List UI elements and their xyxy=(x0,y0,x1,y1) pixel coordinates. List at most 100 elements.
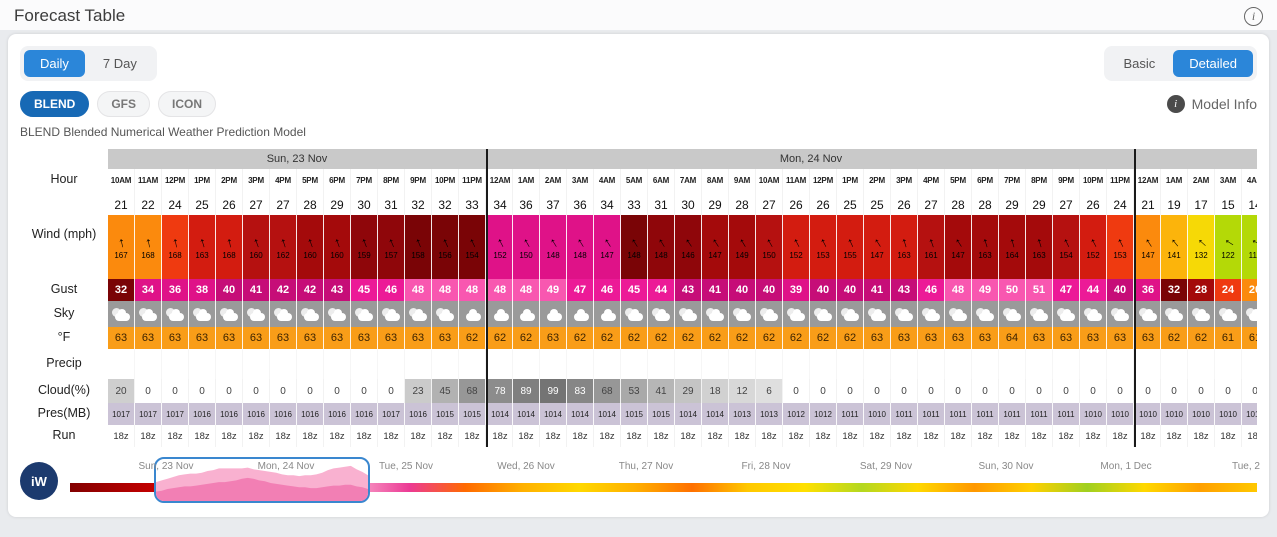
partly-cloudy-icon xyxy=(760,307,778,321)
wind-cell: ↑ 148 xyxy=(540,215,567,279)
model-description: BLEND Blended Numerical Weather Predicti… xyxy=(20,125,306,139)
temp-cell: 62 xyxy=(837,327,864,349)
timeline-day-label[interactable]: Mon, 24 Nov xyxy=(257,461,315,472)
hour-cell: 7AM xyxy=(675,169,702,191)
wind-speed-value: 28 xyxy=(972,191,999,215)
wind-cell: ↑ 147 xyxy=(594,215,621,279)
wind-direction-arrow: ↑ xyxy=(1192,233,1210,250)
gust-cell: 38 xyxy=(189,279,216,301)
timeline-day-label[interactable]: Fri, 28 Nov xyxy=(741,461,791,472)
wind-direction-value: 147 xyxy=(951,250,965,260)
partly-cloudy-icon xyxy=(1139,307,1157,321)
hour-cell: 5PM xyxy=(945,169,972,191)
cloud-cell: 68 xyxy=(594,379,621,403)
sky-cell xyxy=(108,301,135,327)
sky-cell xyxy=(162,301,189,327)
sky-cell xyxy=(189,301,216,327)
pressure-cell: 1012 xyxy=(783,403,810,425)
temp-cell: 63 xyxy=(1053,327,1080,349)
precip-cell xyxy=(324,349,351,379)
run-cell: 18z xyxy=(540,425,567,447)
timeline-day-label[interactable]: Thu, 27 Nov xyxy=(618,461,674,472)
run-cell: 18z xyxy=(837,425,864,447)
timeline-day-label[interactable]: Sun, 23 Nov xyxy=(138,461,194,472)
wind-direction-arrow: ↑ xyxy=(680,232,696,251)
timeline-day-label[interactable]: Wed, 26 Nov xyxy=(497,461,555,472)
pressure-cell: 1010 xyxy=(864,403,891,425)
pressure-cell: 1011 xyxy=(1053,403,1080,425)
timeline-day-label[interactable]: Sun, 30 Nov xyxy=(978,461,1034,472)
gust-cell: 40 xyxy=(810,279,837,301)
cloud-cell: 0 xyxy=(1080,379,1107,403)
partly-cloudy-icon xyxy=(355,307,373,321)
cloud-row: 20 0 0 0 0 0 0 0 0 0 0 23 45 68 78 89 99 83 68 53 41 29 18 12 6 0… xyxy=(108,379,1257,403)
temp-cell: 62 xyxy=(702,327,729,349)
tab-7day[interactable]: 7 Day xyxy=(87,50,153,77)
pressure-cell: 1015 xyxy=(432,403,459,425)
temp-cell: 63 xyxy=(135,327,162,349)
precip-cell xyxy=(1107,349,1134,379)
wind-direction-arrow: ↑ xyxy=(303,232,317,251)
precip-row xyxy=(108,349,1257,379)
controls-row: Daily 7 Day Basic Detailed xyxy=(20,46,1257,81)
partly-cloudy-icon xyxy=(112,307,130,321)
temp-cell: 63 xyxy=(162,327,189,349)
wind-direction-arrow: ↑ xyxy=(626,232,642,251)
timeline-strip[interactable] xyxy=(70,483,1257,492)
pressure-cell: 1010 xyxy=(1188,403,1215,425)
cloud-cell: 20 xyxy=(108,379,135,403)
wind-speed-value: 31 xyxy=(648,191,675,215)
model-tab-icon[interactable]: ICON xyxy=(158,91,217,117)
partly-cloudy-icon xyxy=(409,307,427,321)
model-info-label: Model Info xyxy=(1191,96,1257,112)
precip-cell xyxy=(378,349,405,379)
wind-direction-arrow: ↑ xyxy=(898,232,910,251)
wind-cell: ↑ 164 xyxy=(999,215,1026,279)
timeline-day-label[interactable]: Mon, 1 Dec xyxy=(1100,461,1152,472)
hour-cell: 6AM xyxy=(648,169,675,191)
sky-cell xyxy=(837,301,864,327)
hour-cell: 11AM xyxy=(135,169,162,191)
cloudy-icon xyxy=(571,308,589,321)
timeline-selection[interactable] xyxy=(154,457,370,503)
hour-cell: 8AM xyxy=(702,169,729,191)
wind-speed-value: 37 xyxy=(540,191,567,215)
temp-cell: 62 xyxy=(1188,327,1215,349)
pressure-cell: 1014 xyxy=(702,403,729,425)
temp-cell: 62 xyxy=(486,327,513,349)
timeline-area[interactable]: Sun, 23 Nov Mon, 24 Nov Tue, 25 Nov Wed, 26… xyxy=(70,457,1260,505)
wind-direction-value: 152 xyxy=(493,250,507,260)
timeline-day-label[interactable]: Sat, 29 Nov xyxy=(859,461,913,472)
gust-cell: 43 xyxy=(675,279,702,301)
run-cell: 18z xyxy=(891,425,918,447)
sky-cell xyxy=(1026,301,1053,327)
timeline-day-label[interactable]: Tue, 25 Nov xyxy=(378,461,434,472)
timeline-day-label[interactable]: Tue, 2 xyxy=(1232,461,1260,472)
model-info-button[interactable]: i Model Info xyxy=(1166,95,1257,113)
wind-direction-arrow: ↑ xyxy=(196,232,208,251)
row-label xyxy=(20,149,108,169)
wind-direction-arrow: ↑ xyxy=(545,232,561,251)
tab-detailed[interactable]: Detailed xyxy=(1173,50,1253,77)
wind-speed-value: 29 xyxy=(999,191,1026,215)
gust-cell: 44 xyxy=(648,279,675,301)
wind-direction-value: 148 xyxy=(573,250,587,260)
cloud-cell: 0 xyxy=(972,379,999,403)
partly-cloudy-icon xyxy=(193,307,211,321)
wind-direction-value: 163 xyxy=(978,250,992,260)
pressure-cell: 1016 xyxy=(351,403,378,425)
temp-cell: 63 xyxy=(108,327,135,349)
sky-cell xyxy=(540,301,567,327)
wind-direction-arrow: ↑ xyxy=(843,232,857,251)
wind-cell: ↑ 148 xyxy=(567,215,594,279)
wind-direction-value: 167 xyxy=(114,250,128,260)
tab-daily[interactable]: Daily xyxy=(24,50,85,77)
pressure-cell: 1011 xyxy=(1026,403,1053,425)
run-cell: 18z xyxy=(405,425,432,447)
row-label: Wind (mph) xyxy=(31,227,97,242)
model-tab-blend[interactable]: BLEND xyxy=(20,91,90,117)
tab-basic[interactable]: Basic xyxy=(1108,50,1172,77)
page-info-icon[interactable]: i xyxy=(1244,6,1263,26)
model-tab-gfs[interactable]: GFS xyxy=(97,91,151,117)
sky-cell xyxy=(999,301,1026,327)
